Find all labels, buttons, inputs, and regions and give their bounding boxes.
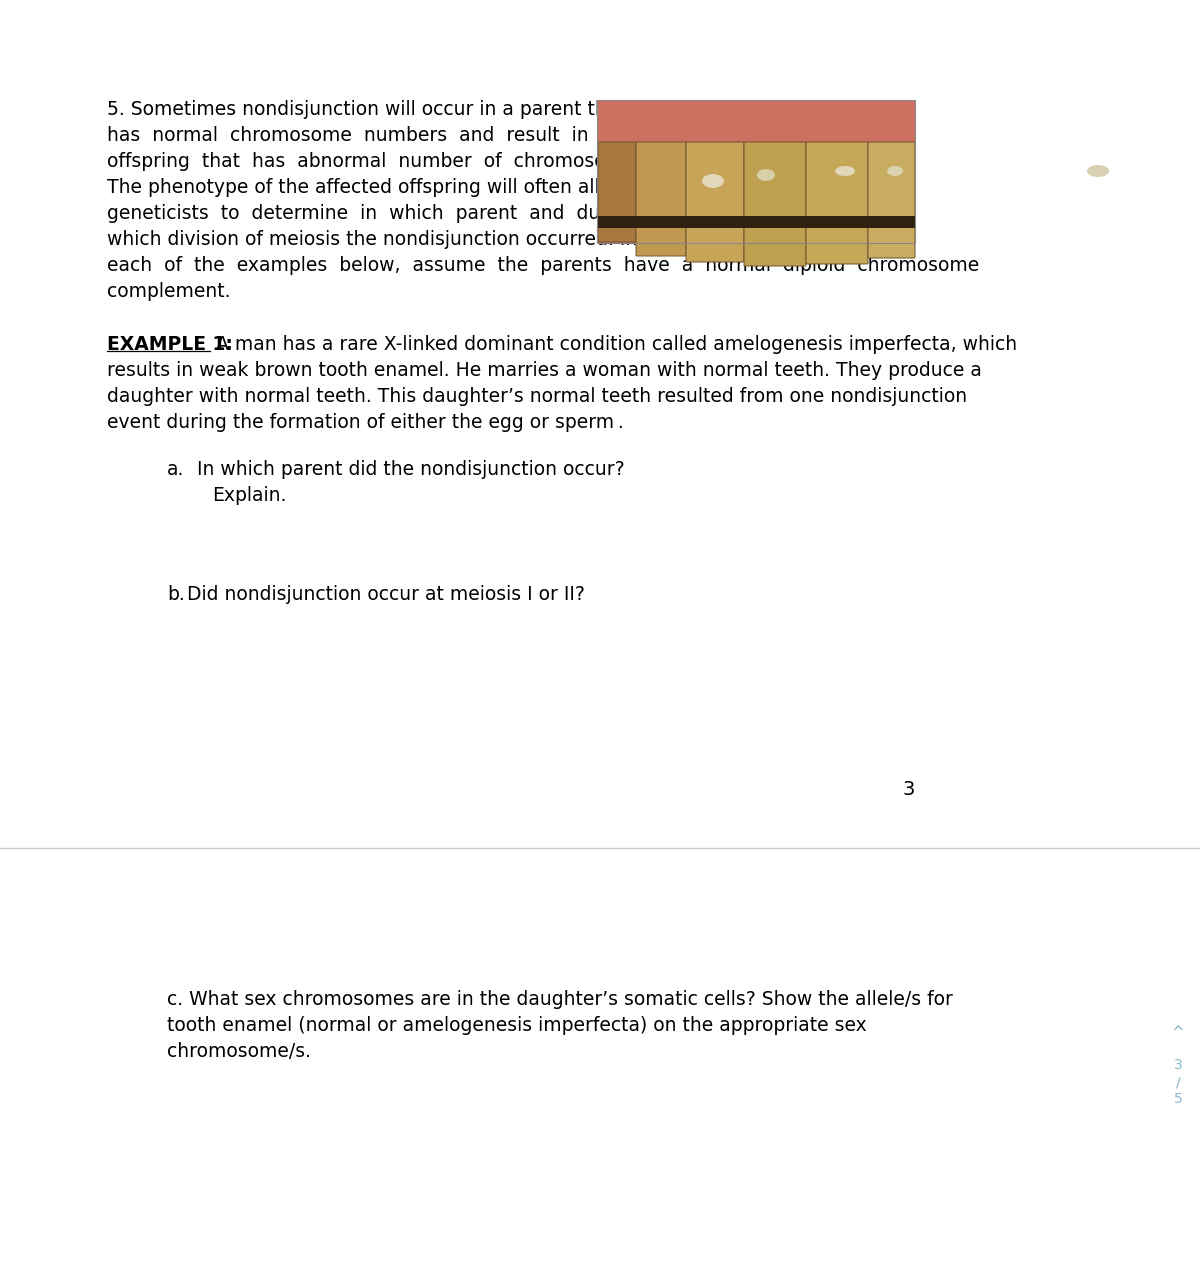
Text: In which parent did the nondisjunction occur?: In which parent did the nondisjunction o… [197, 460, 625, 479]
Text: c. What sex chromosomes are in the daughter’s somatic cells? Show the allele/s f: c. What sex chromosomes are in the daugh… [167, 989, 953, 1009]
Text: The phenotype of the affected offspring will often allow: The phenotype of the affected offspring … [107, 178, 626, 197]
Text: event during the formation of either the egg or sperm .: event during the formation of either the… [107, 413, 624, 431]
FancyBboxPatch shape [598, 216, 916, 228]
FancyBboxPatch shape [598, 145, 916, 207]
Text: 5. Sometimes nondisjunction will occur in a parent that: 5. Sometimes nondisjunction will occur i… [107, 100, 625, 119]
Ellipse shape [757, 169, 775, 180]
Text: A man has a rare X-linked dominant condition called amelogenesis imperfecta, whi: A man has a rare X-linked dominant condi… [210, 335, 1018, 355]
Ellipse shape [887, 166, 904, 175]
Text: 3: 3 [1174, 1059, 1182, 1073]
Text: /: / [1176, 1075, 1181, 1089]
FancyBboxPatch shape [598, 142, 636, 242]
FancyBboxPatch shape [598, 100, 916, 243]
FancyBboxPatch shape [868, 142, 916, 259]
Text: offspring  that  has  abnormal  number  of  chromosomes.: offspring that has abnormal number of ch… [107, 152, 652, 172]
Text: 5: 5 [1174, 1092, 1182, 1106]
Text: each  of  the  examples  below,  assume  the  parents  have  a  normal  diploid : each of the examples below, assume the p… [107, 256, 979, 275]
Text: Explain.: Explain. [212, 486, 287, 506]
Text: ^: ^ [1171, 1025, 1184, 1039]
Text: b.: b. [167, 585, 185, 604]
FancyBboxPatch shape [598, 100, 916, 145]
Text: tooth enamel (normal or amelogenesis imperfecta) on the appropriate sex: tooth enamel (normal or amelogenesis imp… [167, 1016, 866, 1036]
FancyBboxPatch shape [686, 142, 744, 262]
Text: chromosome/s.: chromosome/s. [167, 1042, 311, 1061]
FancyBboxPatch shape [744, 142, 806, 266]
Text: Did nondisjunction occur at meiosis I or II?: Did nondisjunction occur at meiosis I or… [187, 585, 584, 604]
Text: has  normal  chromosome  numbers  and  result  in  an: has normal chromosome numbers and result… [107, 125, 624, 145]
Text: which division of meiosis the nondisjunction occurred. In: which division of meiosis the nondisjunc… [107, 230, 637, 250]
Ellipse shape [702, 174, 724, 188]
FancyBboxPatch shape [806, 142, 868, 264]
Text: complement.: complement. [107, 282, 230, 301]
FancyBboxPatch shape [636, 142, 686, 256]
Text: 3: 3 [904, 780, 916, 799]
FancyBboxPatch shape [598, 207, 916, 243]
Text: EXAMPLE 1:: EXAMPLE 1: [107, 335, 233, 355]
Text: results in weak brown tooth enamel. He marries a woman with normal teeth. They p: results in weak brown tooth enamel. He m… [107, 361, 982, 380]
Text: geneticists  to  determine  in  which  parent  and  during: geneticists to determine in which parent… [107, 204, 637, 223]
Ellipse shape [1087, 165, 1109, 177]
Ellipse shape [835, 166, 854, 175]
Text: a.: a. [167, 460, 185, 479]
Text: daughter with normal teeth. This daughter’s normal teeth resulted from one nondi: daughter with normal teeth. This daughte… [107, 387, 967, 406]
